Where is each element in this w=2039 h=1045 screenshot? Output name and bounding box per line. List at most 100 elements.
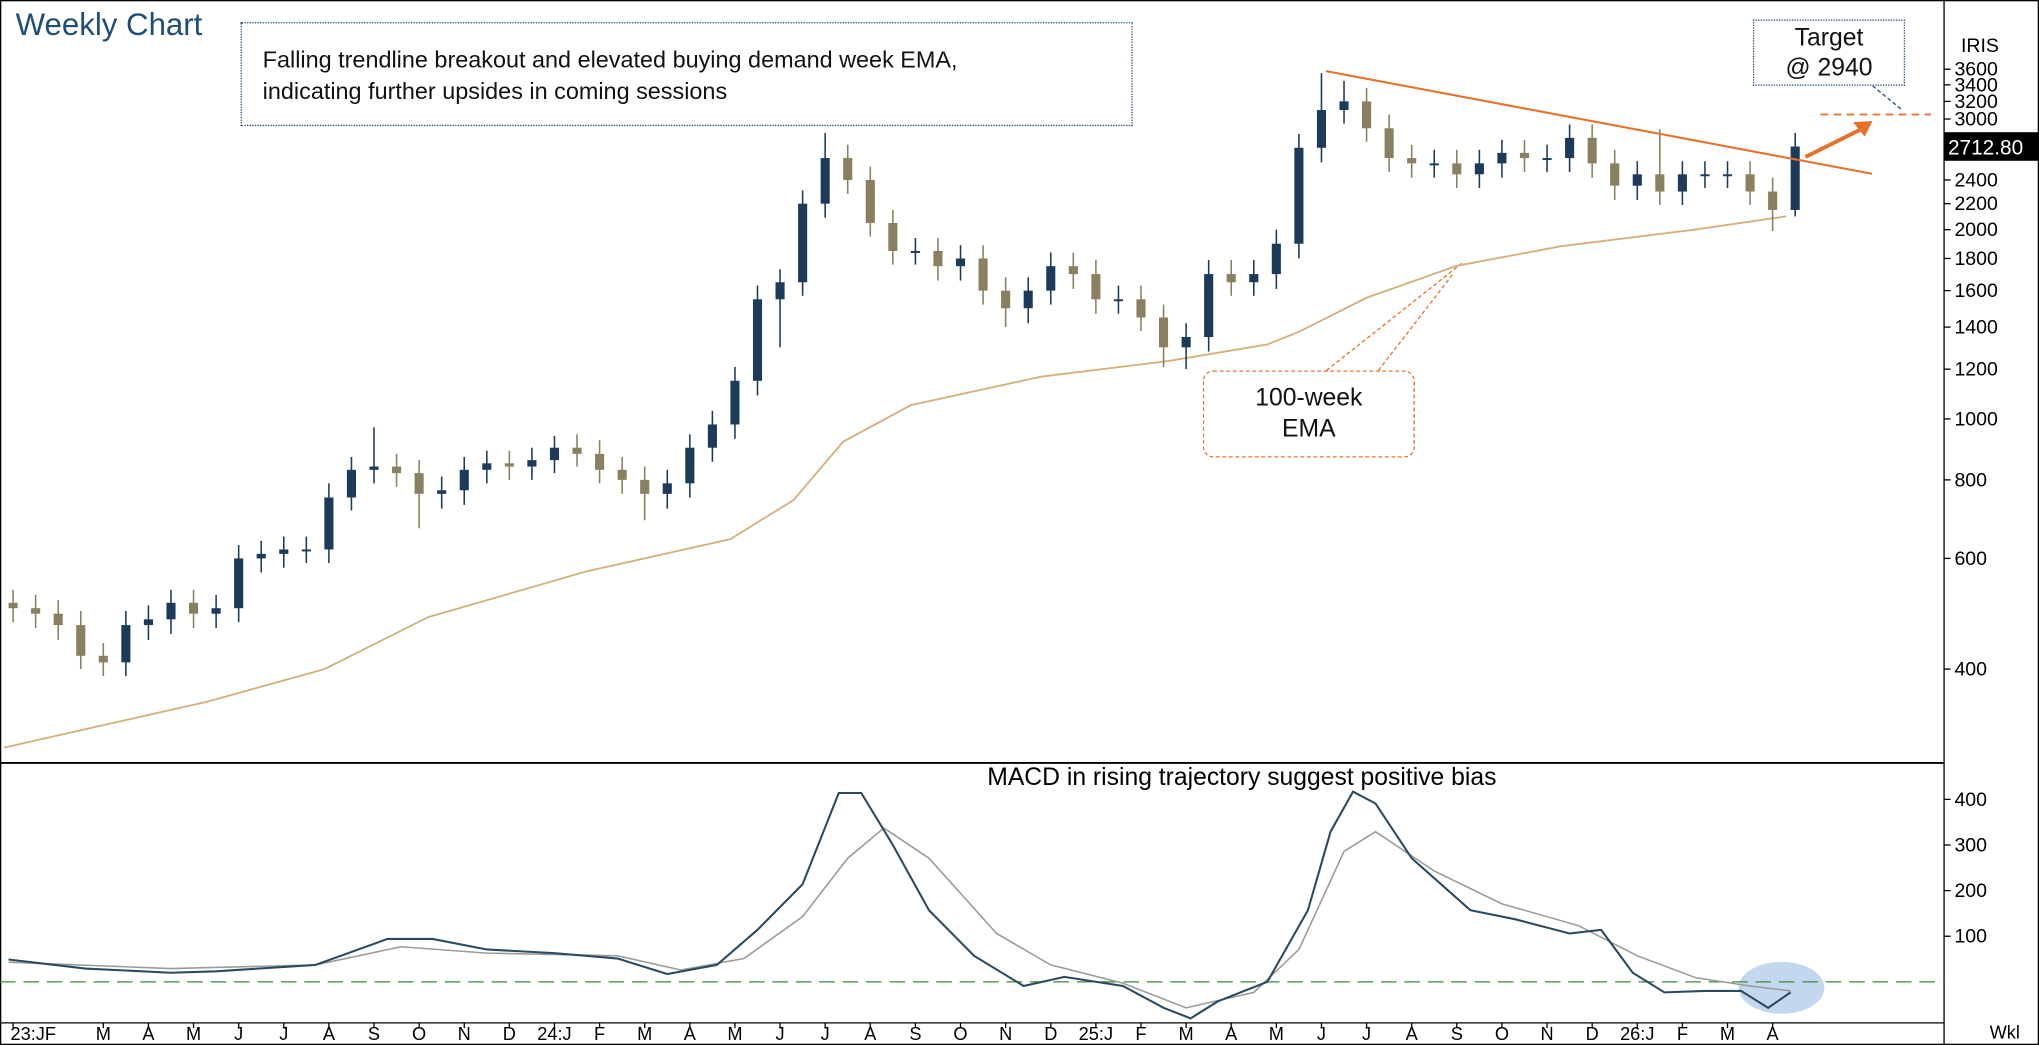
candle-body bbox=[527, 460, 537, 467]
candle-body bbox=[1407, 158, 1417, 164]
candle-body bbox=[76, 625, 86, 656]
chart-title: Weekly Chart bbox=[15, 7, 203, 43]
candle-body bbox=[1587, 137, 1597, 164]
x-tick-label: J bbox=[1317, 1024, 1326, 1044]
candle-body bbox=[392, 466, 402, 474]
candle-body bbox=[730, 380, 740, 425]
y-tick-label: 400 bbox=[1954, 789, 1987, 811]
candle-body bbox=[1497, 152, 1507, 164]
y-tick-label: 2000 bbox=[1954, 219, 1998, 241]
y-tick-label: 3000 bbox=[1954, 109, 1998, 131]
candle-body bbox=[482, 463, 492, 470]
x-tick-label: A bbox=[142, 1024, 155, 1044]
last-price-label: 2712.80 bbox=[1948, 136, 2023, 159]
x-tick-label: S bbox=[368, 1024, 380, 1044]
x-tick-label: 24:J bbox=[537, 1024, 571, 1044]
candle-body bbox=[256, 553, 266, 559]
candle-body bbox=[98, 655, 108, 663]
x-tick-label: M bbox=[186, 1024, 201, 1044]
x-tick-label: O bbox=[412, 1024, 426, 1044]
target-arrow bbox=[1804, 125, 1866, 159]
candle-body bbox=[121, 625, 131, 663]
candle-body bbox=[1610, 163, 1620, 186]
candle-body bbox=[1519, 152, 1530, 159]
annotation-box: Falling trendline breakout and elevated … bbox=[240, 22, 1133, 127]
candle-body bbox=[234, 558, 244, 609]
x-tick-label: J bbox=[821, 1024, 830, 1044]
candle-body bbox=[775, 282, 785, 300]
macd-title: MACD in rising trajectory suggest positi… bbox=[987, 764, 1496, 791]
arrow-head bbox=[1853, 120, 1873, 137]
y-tick-label: 3400 bbox=[1954, 74, 1998, 96]
trendline bbox=[1325, 70, 1873, 175]
candle-body bbox=[617, 469, 627, 480]
candle-body bbox=[640, 479, 650, 494]
candle-body bbox=[1091, 274, 1101, 300]
candle-body bbox=[549, 447, 560, 461]
candle-body bbox=[1249, 274, 1259, 283]
candle-body bbox=[1700, 174, 1710, 177]
ema-callout: 100-week EMA bbox=[1202, 370, 1415, 458]
annotation-line: indicating further upsides in coming ses… bbox=[262, 77, 728, 104]
candle-body bbox=[53, 613, 63, 626]
candle-body bbox=[978, 258, 988, 291]
candle-body bbox=[369, 466, 379, 470]
x-tick-label: A bbox=[323, 1024, 336, 1044]
y-tick-label: 400 bbox=[1954, 659, 1987, 681]
candle-body bbox=[346, 469, 357, 498]
x-tick-label: A bbox=[864, 1024, 877, 1044]
y-tick-label: 2200 bbox=[1954, 193, 1998, 215]
target-line: @ 2940 bbox=[1785, 54, 1873, 82]
x-tick-label: A bbox=[1767, 1024, 1780, 1044]
x-tick-label: O bbox=[953, 1024, 967, 1044]
x-tick-label: S bbox=[909, 1024, 921, 1044]
candle-body bbox=[955, 258, 966, 267]
candle-body bbox=[188, 602, 199, 614]
y-tick-label: 100 bbox=[1954, 926, 1987, 948]
callout-line bbox=[1872, 85, 1902, 110]
candle-body bbox=[1790, 146, 1800, 210]
candle-body bbox=[1474, 163, 1484, 175]
x-tick-label: F bbox=[1677, 1024, 1688, 1044]
x-tick-label: J bbox=[279, 1024, 288, 1044]
candle-body bbox=[504, 463, 514, 467]
highlight bbox=[1738, 961, 1825, 1014]
x-tick-label: M bbox=[1720, 1024, 1735, 1044]
candle-body bbox=[1655, 174, 1665, 192]
x-tick-label: A bbox=[1225, 1024, 1238, 1044]
macd-line bbox=[8, 827, 1791, 1009]
candle-body bbox=[1768, 191, 1778, 210]
x-tick-label: 26:J bbox=[1620, 1024, 1654, 1044]
callout-line bbox=[1325, 262, 1464, 371]
x-axis-label: Wkl bbox=[1990, 1023, 2020, 1043]
target-box: Target @ 2940 bbox=[1752, 19, 1906, 86]
symbol: IRIS bbox=[1961, 35, 1999, 57]
x-tick-label: A bbox=[684, 1024, 697, 1044]
candle-body bbox=[820, 158, 830, 204]
candle-body bbox=[1113, 299, 1123, 302]
y-tick-label: 800 bbox=[1954, 469, 1987, 491]
candle-body bbox=[279, 549, 289, 554]
candle-body bbox=[1181, 337, 1191, 348]
macd-line bbox=[8, 790, 1792, 1020]
candle-body bbox=[31, 608, 41, 614]
candle-body bbox=[1384, 128, 1394, 159]
candle-body bbox=[572, 447, 582, 454]
x-tick-label: N bbox=[1540, 1024, 1553, 1044]
x-tick-label: D bbox=[503, 1024, 516, 1044]
candle-body bbox=[459, 469, 469, 491]
candle-body bbox=[414, 473, 424, 494]
y-tick-label: 1000 bbox=[1954, 408, 1998, 430]
y-tick-label: 3600 bbox=[1954, 59, 1998, 81]
candle-body bbox=[933, 250, 943, 267]
candle-body bbox=[8, 602, 18, 609]
y-tick-label: 1800 bbox=[1954, 248, 1998, 270]
x-tick-label: J bbox=[234, 1024, 243, 1044]
y-tick-label: 300 bbox=[1954, 834, 1987, 856]
candle-body bbox=[1159, 317, 1169, 348]
candle-body bbox=[1068, 266, 1078, 275]
ema-line bbox=[3, 215, 1787, 749]
